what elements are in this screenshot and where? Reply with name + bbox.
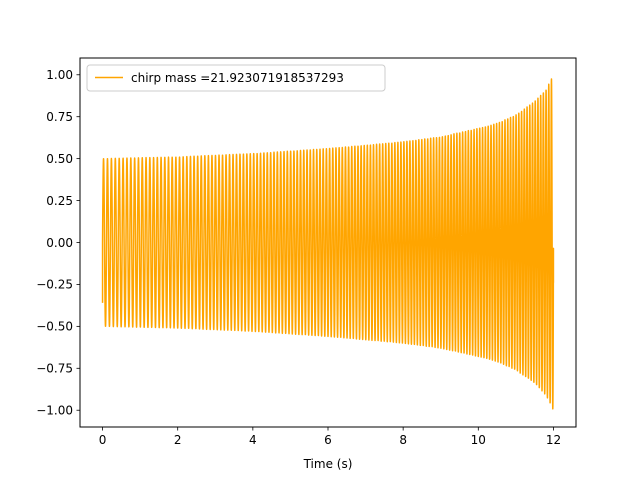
y-tick-label: 0.50 xyxy=(46,152,73,166)
x-tick-label: 2 xyxy=(174,433,182,447)
y-tick-label: 0.75 xyxy=(46,110,73,124)
y-tick-label: 0.00 xyxy=(46,236,73,250)
signal-layer xyxy=(101,78,555,410)
x-tick-label: 12 xyxy=(546,433,561,447)
y-tick-label: −0.25 xyxy=(36,278,73,292)
x-tick-label: 4 xyxy=(249,433,257,447)
y-tick-label: −0.75 xyxy=(36,362,73,376)
y-tick-label: 0.25 xyxy=(46,194,73,208)
y-axis: −1.00 −0.75 −0.50 −0.25 0.00 0.25 0.50 0.75 1.00 xyxy=(36,68,80,418)
x-axis-title: Time (s) xyxy=(303,457,353,471)
legend-label: chirp mass =21.923071918537293 xyxy=(131,71,344,85)
y-tick-label: −0.50 xyxy=(36,320,73,334)
chirp-signal-line xyxy=(101,78,555,410)
x-tick-label: 8 xyxy=(399,433,407,447)
x-tick-label: 0 xyxy=(99,433,107,447)
legend: chirp mass =21.923071918537293 xyxy=(86,64,386,92)
x-tick-label: 6 xyxy=(324,433,332,447)
x-tick-label: 10 xyxy=(471,433,486,447)
y-tick-label: −1.00 xyxy=(36,404,73,418)
y-tick-label: 1.00 xyxy=(46,68,73,82)
x-axis: 0 2 4 6 8 10 12 xyxy=(99,427,561,447)
legend-box xyxy=(86,64,386,92)
